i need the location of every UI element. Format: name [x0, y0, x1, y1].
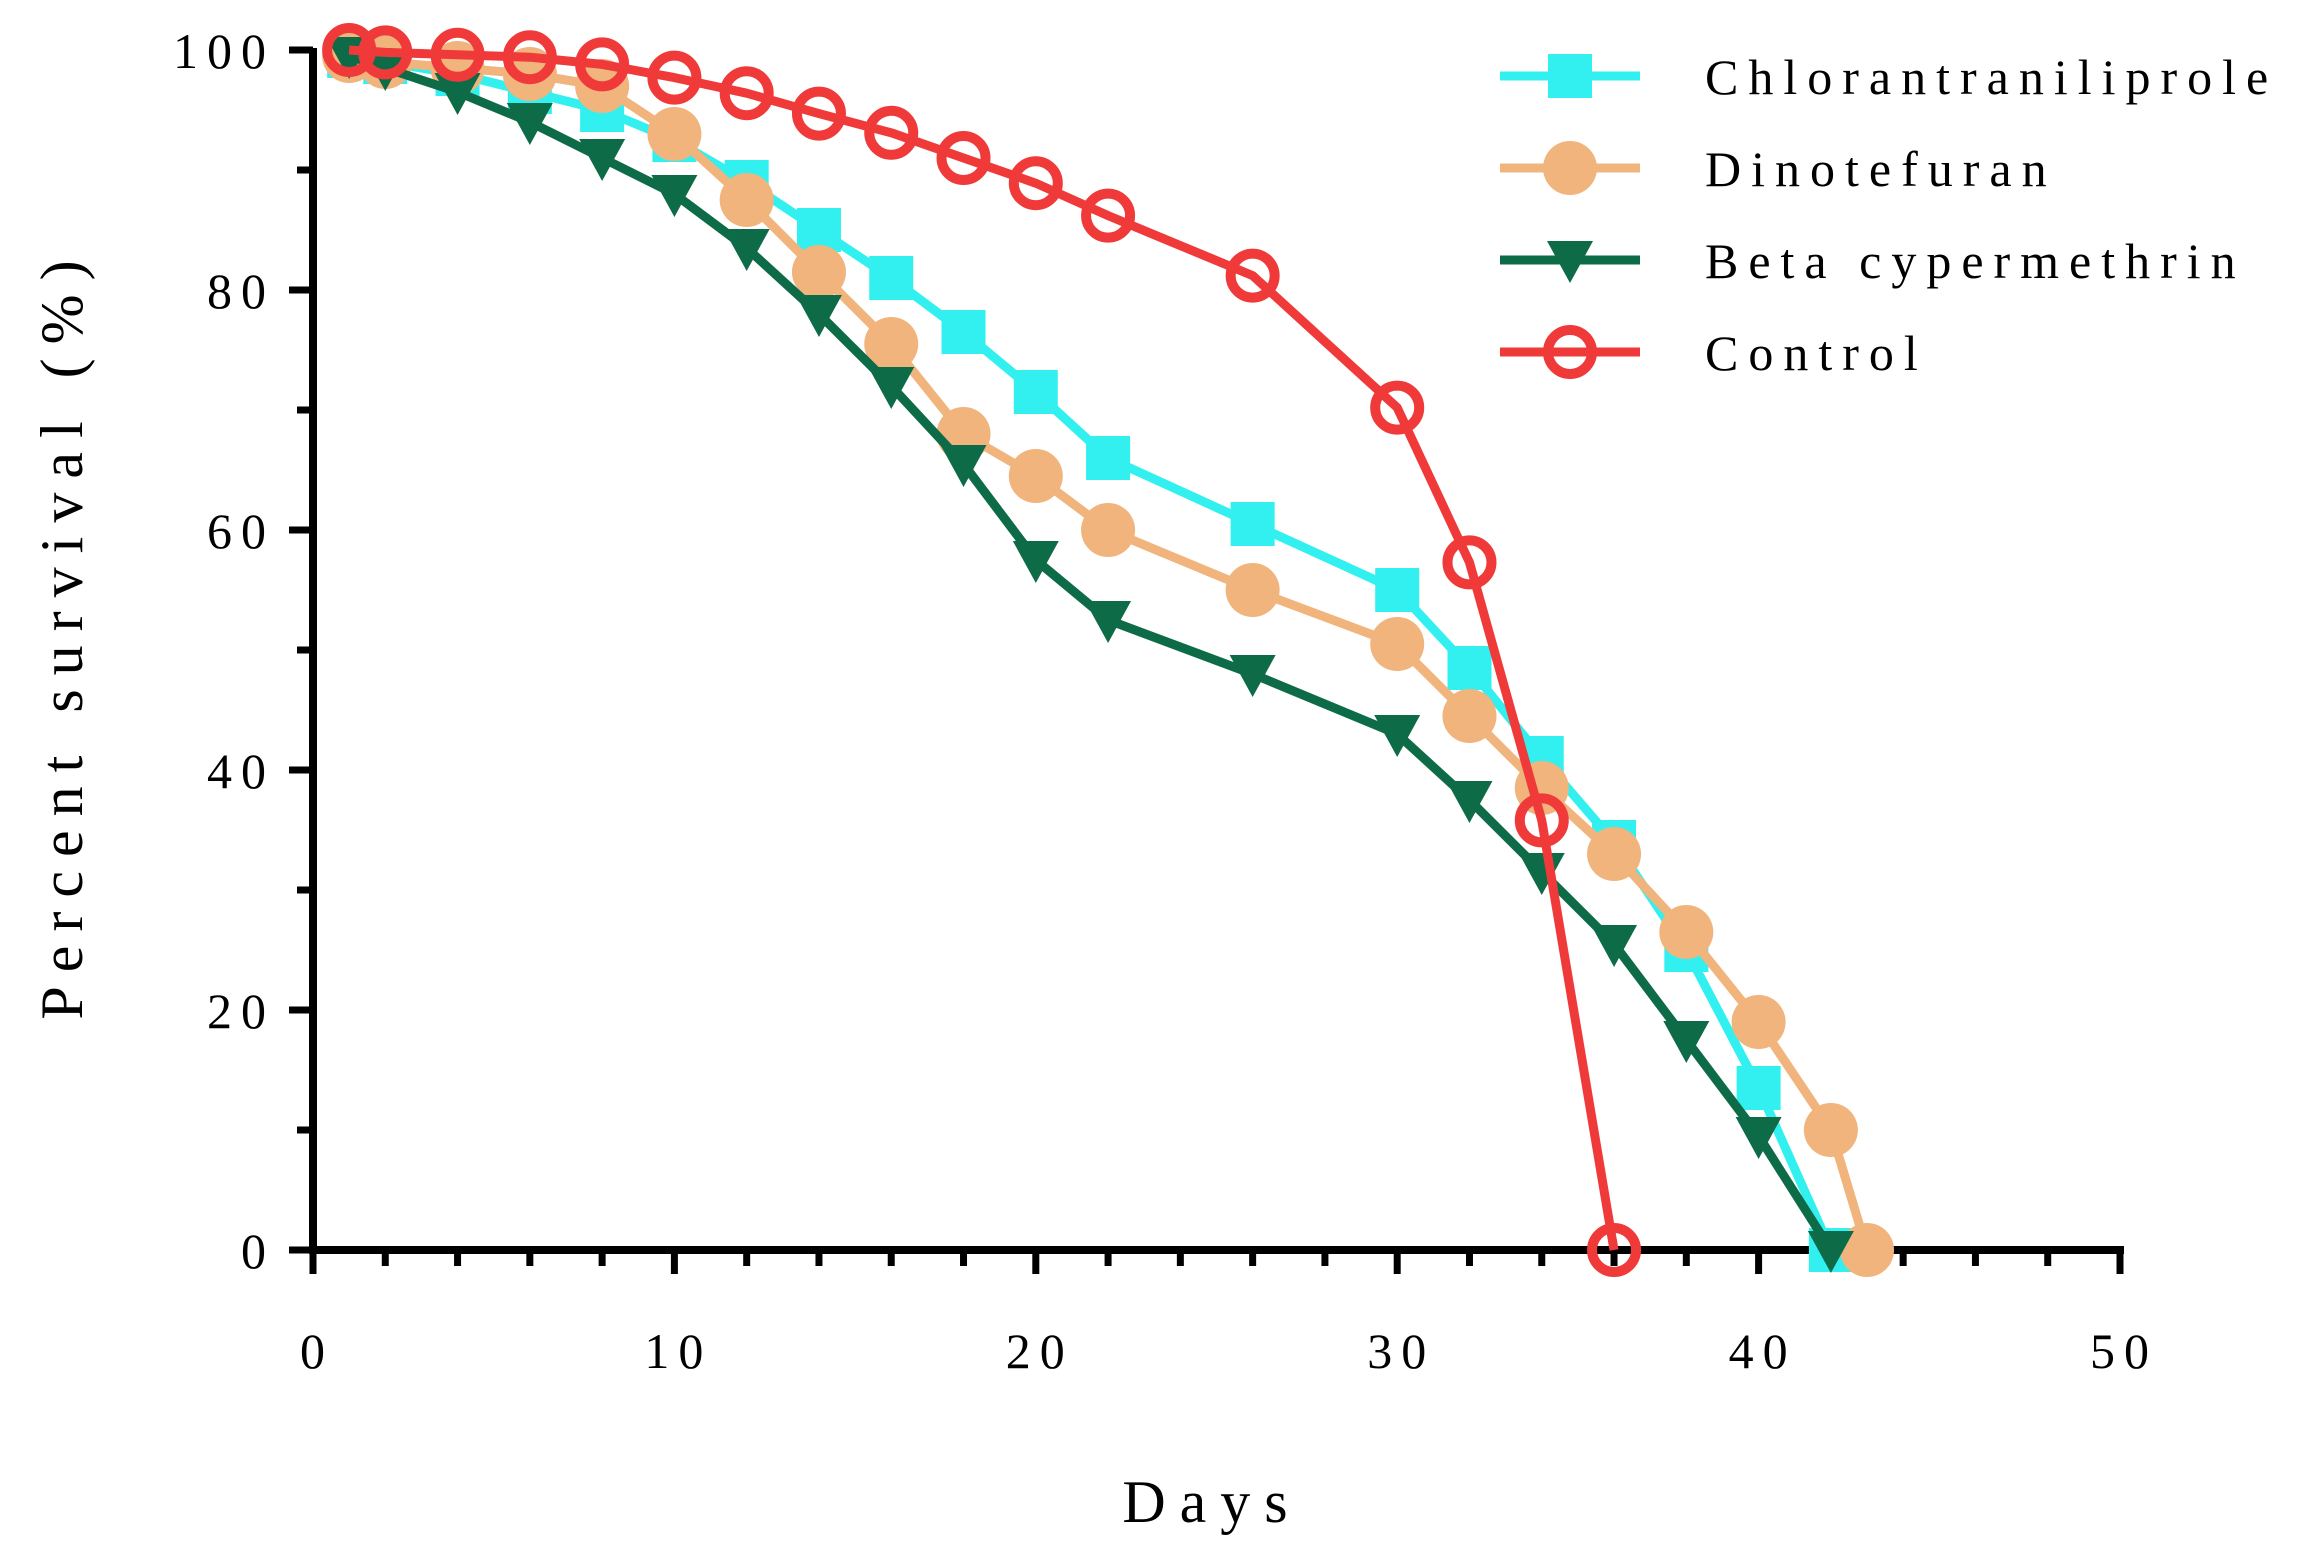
data-point — [1659, 905, 1714, 959]
data-point — [1731, 995, 1786, 1049]
data-point — [796, 208, 841, 252]
data-point — [1442, 535, 1497, 590]
data-point — [1587, 1223, 1642, 1277]
legend-label: Dinotefuran — [1705, 141, 2057, 197]
x-tick-label: 20 — [1006, 1323, 1074, 1379]
series-circle-open — [322, 23, 1642, 1277]
data-point — [1375, 568, 1420, 612]
data-point — [1442, 689, 1497, 743]
data-point — [719, 66, 774, 121]
data-point — [1225, 563, 1280, 617]
data-point — [1803, 1103, 1858, 1157]
data-point — [651, 175, 698, 217]
data-point — [1008, 156, 1063, 211]
legend-marker — [1543, 325, 1597, 379]
data-point — [430, 27, 485, 82]
data-point — [723, 229, 770, 271]
y-axis-label: Percent survival (%) — [29, 246, 95, 1019]
data-point — [1225, 248, 1280, 303]
y-tick-label: 20 — [207, 983, 275, 1039]
data-point — [1736, 1066, 1781, 1110]
data-point — [869, 256, 914, 300]
legend-marker — [1547, 241, 1593, 283]
data-point — [1086, 436, 1131, 480]
data-point — [1013, 370, 1058, 414]
data-point — [1735, 1117, 1782, 1159]
data-point — [1591, 925, 1638, 967]
data-point — [1374, 715, 1421, 757]
x-tick-label: 40 — [1729, 1323, 1797, 1379]
data-point — [434, 73, 481, 115]
series-line — [348, 45, 1619, 1251]
data-point — [1840, 1223, 1895, 1277]
data-point — [1447, 646, 1492, 690]
data-point — [647, 107, 702, 161]
data-point — [864, 317, 919, 371]
legend-label: Chlorantraniliprole — [1705, 49, 2278, 105]
legend-label: Beta cypermethrin — [1705, 233, 2246, 289]
data-point — [936, 131, 991, 185]
legend: Chlorantraniliprole Dinotefuran Beta cyper… — [1500, 49, 2278, 381]
x-tick-label: 10 — [644, 1323, 712, 1379]
x-tick-label: 30 — [1367, 1323, 1435, 1379]
x-tick-label: 50 — [2090, 1323, 2158, 1379]
data-point — [1446, 781, 1493, 823]
legend-item: Beta cypermethrin — [1500, 233, 2246, 289]
data-point — [1229, 655, 1276, 697]
data-point — [1370, 380, 1425, 435]
y-tick-label: 40 — [207, 743, 275, 799]
data-point — [579, 139, 626, 181]
data-point — [1081, 188, 1136, 243]
data-point — [1807, 1231, 1854, 1273]
data-point — [1514, 793, 1569, 848]
y-tick-label: 100 — [173, 23, 275, 79]
y-tick-label: 60 — [207, 503, 275, 559]
data-point — [506, 103, 553, 145]
data-point — [1587, 827, 1642, 881]
plot-area — [322, 23, 1895, 1277]
data-point — [1230, 502, 1275, 546]
data-point — [795, 295, 842, 337]
data-point — [1370, 617, 1425, 671]
legend-label: Control — [1705, 325, 1928, 381]
data-point — [647, 50, 702, 105]
data-point — [1012, 541, 1059, 583]
data-point — [1081, 503, 1136, 557]
data-point — [868, 367, 915, 409]
data-point — [864, 105, 919, 160]
data-point — [791, 86, 846, 141]
data-point — [1085, 601, 1132, 643]
legend-marker — [1548, 54, 1592, 98]
x-axis-label: Days — [1122, 1469, 1301, 1535]
legend-marker — [1543, 141, 1597, 195]
data-point — [502, 30, 557, 85]
data-point — [791, 245, 846, 299]
data-point — [322, 23, 377, 77]
data-point — [941, 310, 986, 354]
y-tick-label: 0 — [241, 1223, 275, 1279]
data-point — [358, 25, 413, 80]
legend-item: Control — [1500, 325, 1928, 381]
data-point — [1008, 449, 1063, 503]
legend-item: Dinotefuran — [1500, 141, 2057, 197]
y-tick-label: 80 — [207, 263, 275, 319]
axes: 0 20 40 60 80 100 0 10 20 30 40 50 — [173, 23, 2158, 1379]
legend-item: Chlorantraniliprole — [1500, 49, 2278, 105]
data-point — [719, 173, 774, 227]
data-point — [1663, 1021, 1710, 1063]
data-point — [575, 37, 630, 92]
x-tick-label: 0 — [300, 1323, 334, 1379]
data-point — [940, 445, 987, 487]
